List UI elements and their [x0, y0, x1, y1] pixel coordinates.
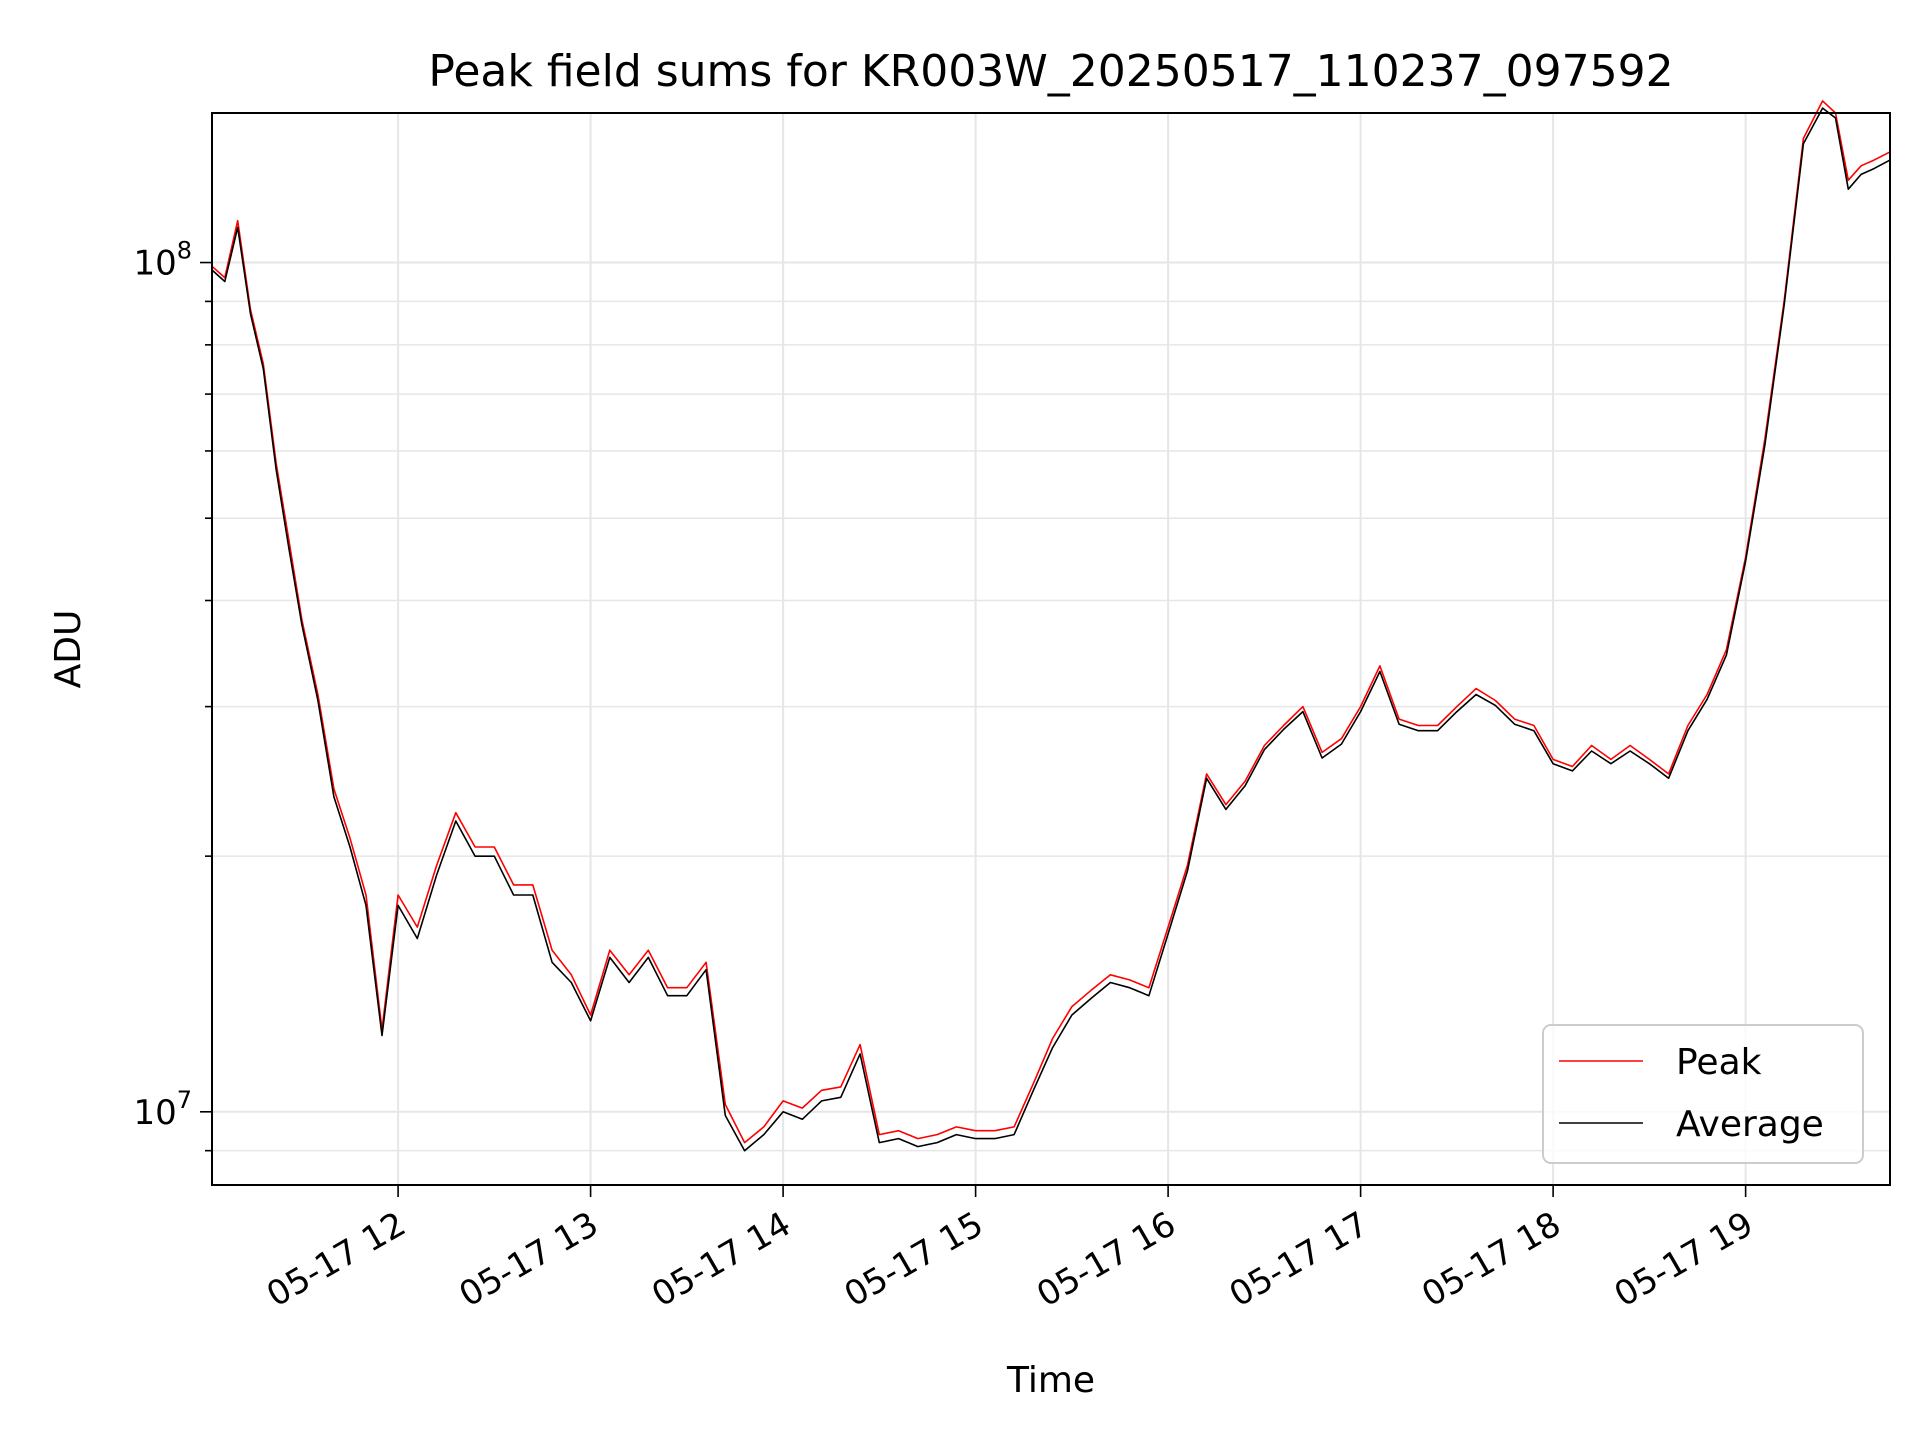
- x-axis-label: Time: [1006, 1360, 1095, 1401]
- series-line-peak: [211, 100, 1891, 1144]
- series-line-average: [211, 107, 1891, 1152]
- legend-box: [1542, 1024, 1864, 1164]
- legend-label-average: Average: [1676, 1104, 1824, 1145]
- legend: Peak Average: [1542, 1024, 1864, 1164]
- y-axis-label: ADU: [48, 610, 89, 689]
- chart-title: Peak field sums for KR003W_20250517_1102…: [428, 46, 1673, 97]
- y-tick-label: 108: [133, 237, 192, 284]
- legend-label-peak: Peak: [1676, 1042, 1762, 1083]
- y-tick-label: 107: [133, 1086, 192, 1133]
- plot-frame: [211, 112, 1891, 1186]
- series-lines: [211, 100, 1891, 1152]
